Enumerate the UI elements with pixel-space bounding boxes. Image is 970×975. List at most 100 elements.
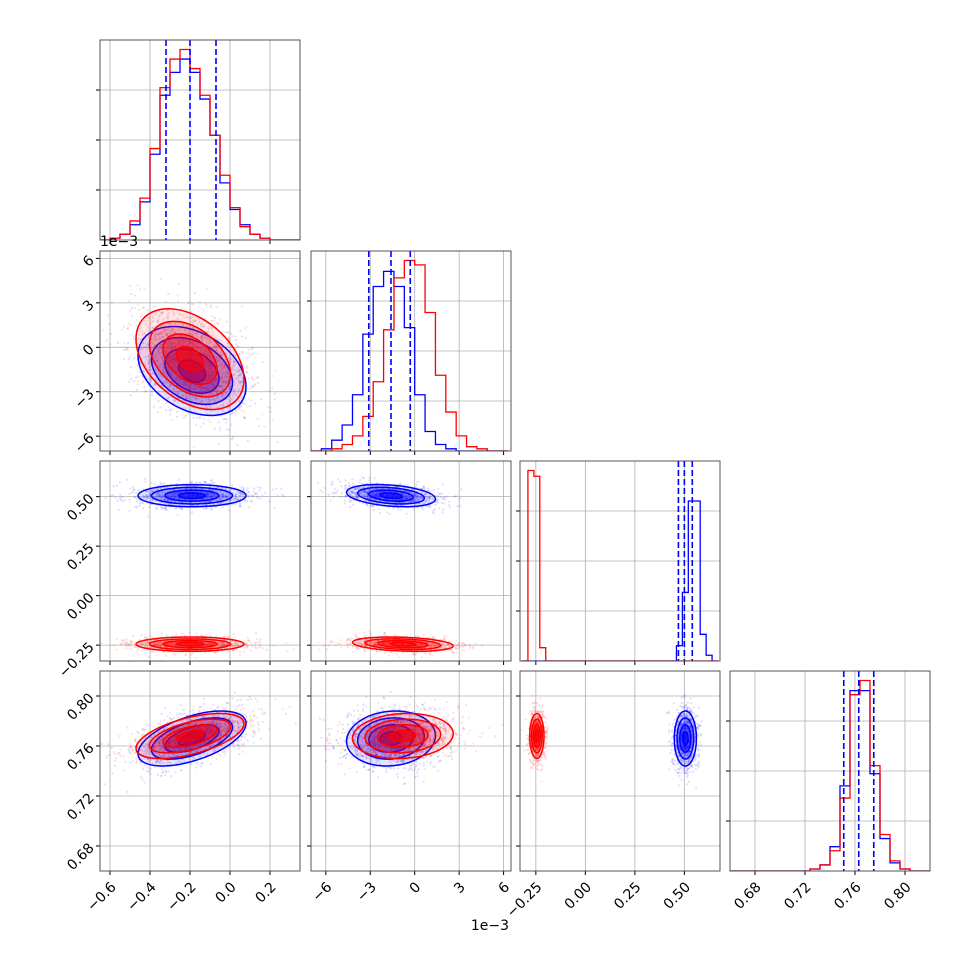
scatter-point [245, 327, 247, 329]
scatter-point [443, 502, 445, 504]
scatter-point [251, 346, 253, 348]
scatter-point [273, 645, 275, 647]
scatter-point [251, 645, 253, 647]
scatter-point [194, 292, 196, 294]
scatter-point [102, 329, 104, 331]
scatter-point [139, 288, 141, 290]
scatter-point [239, 353, 241, 355]
scatter-point [226, 418, 228, 420]
scatter-point [334, 488, 336, 490]
scatter-point [199, 417, 201, 419]
scatter-point [128, 493, 130, 495]
scatter-point [119, 481, 121, 483]
scatter-point [157, 411, 159, 413]
scatter-point [139, 371, 141, 373]
scatter-point [348, 485, 350, 487]
scatter-point [218, 443, 220, 445]
scatter-point [445, 496, 447, 498]
scatter-point [188, 631, 190, 633]
scatter-point [245, 337, 247, 339]
scatter-point [130, 324, 132, 326]
scatter-point [199, 482, 201, 484]
scatter-point [256, 638, 258, 640]
panel-2-0: −0.250.000.250.50 [56, 461, 300, 681]
scatter-point [254, 383, 256, 385]
scatter-point [205, 507, 207, 509]
scatter-point [437, 488, 439, 490]
scatter-point [190, 482, 192, 484]
scatter-point [261, 494, 263, 496]
scatter-point [234, 413, 236, 415]
scatter-point [259, 642, 261, 644]
scatter-point [257, 486, 259, 488]
scatter-point [138, 309, 140, 311]
scatter-point [150, 651, 152, 653]
scatter-point [443, 497, 445, 499]
scatter-point [117, 499, 119, 501]
scatter-point [165, 506, 167, 508]
scatter-point [141, 313, 143, 315]
scatter-point [258, 425, 260, 427]
scatter-point [193, 445, 195, 447]
scatter-point [243, 640, 245, 642]
scatter-point [151, 394, 153, 396]
scatter-point [203, 508, 205, 510]
scatter-point [270, 407, 272, 409]
scatter-point [261, 413, 263, 415]
scatter-point [137, 375, 139, 377]
scatter-point [144, 390, 146, 392]
ytick-label-1-4: 6 [80, 253, 98, 271]
scatter-point [166, 509, 168, 511]
scatter-point [232, 649, 234, 651]
scatter-point [239, 487, 241, 489]
scatter-point [260, 398, 262, 400]
scatter-point [368, 479, 370, 481]
scatter-point [117, 342, 119, 344]
scatter-point [321, 491, 323, 493]
scatter-point [128, 323, 130, 325]
scatter-point [153, 406, 155, 408]
scatter-point [369, 482, 371, 484]
scatter-point [228, 429, 230, 431]
scatter-point [257, 647, 259, 649]
scatter-point [271, 375, 273, 377]
scatter-point [132, 486, 134, 488]
scatter-point [134, 496, 136, 498]
scatter-point [270, 411, 272, 413]
scatter-point [142, 507, 144, 509]
scatter-point [133, 357, 135, 359]
ytick-label-1-2: 0 [80, 342, 98, 360]
scatter-point [259, 644, 261, 646]
scatter-point [154, 483, 156, 485]
scatter-point [130, 307, 132, 309]
scatter-point [187, 302, 189, 304]
scatter-point [268, 390, 270, 392]
scatter-point [126, 479, 128, 481]
scatter-point [110, 495, 112, 497]
ytick-label-2-0: −0.25 [56, 640, 98, 682]
scatter-point [136, 319, 138, 321]
scatter-point [434, 508, 436, 510]
scatter-point [379, 512, 381, 514]
scatter-point [195, 657, 197, 659]
scatter-point [253, 495, 255, 497]
scatter-point [439, 493, 441, 495]
scatter-point [144, 636, 146, 638]
scatter-point [160, 278, 162, 280]
scatter-point [196, 481, 198, 483]
scatter-point [133, 338, 135, 340]
scatter-point [247, 495, 249, 497]
scatter-point [155, 508, 157, 510]
scatter-point [129, 356, 131, 358]
scatter-point [275, 488, 277, 490]
scatter-point [257, 382, 259, 384]
scatter-point [194, 412, 196, 414]
scatter-point [210, 479, 212, 481]
scatter-point [219, 429, 221, 431]
contour-series-a-2-0-3 [179, 493, 206, 499]
scatter-point [440, 496, 442, 498]
scatter-point [256, 377, 258, 379]
scatter-point [442, 508, 444, 510]
scatter-point [459, 497, 461, 499]
scatter-point [115, 497, 117, 499]
